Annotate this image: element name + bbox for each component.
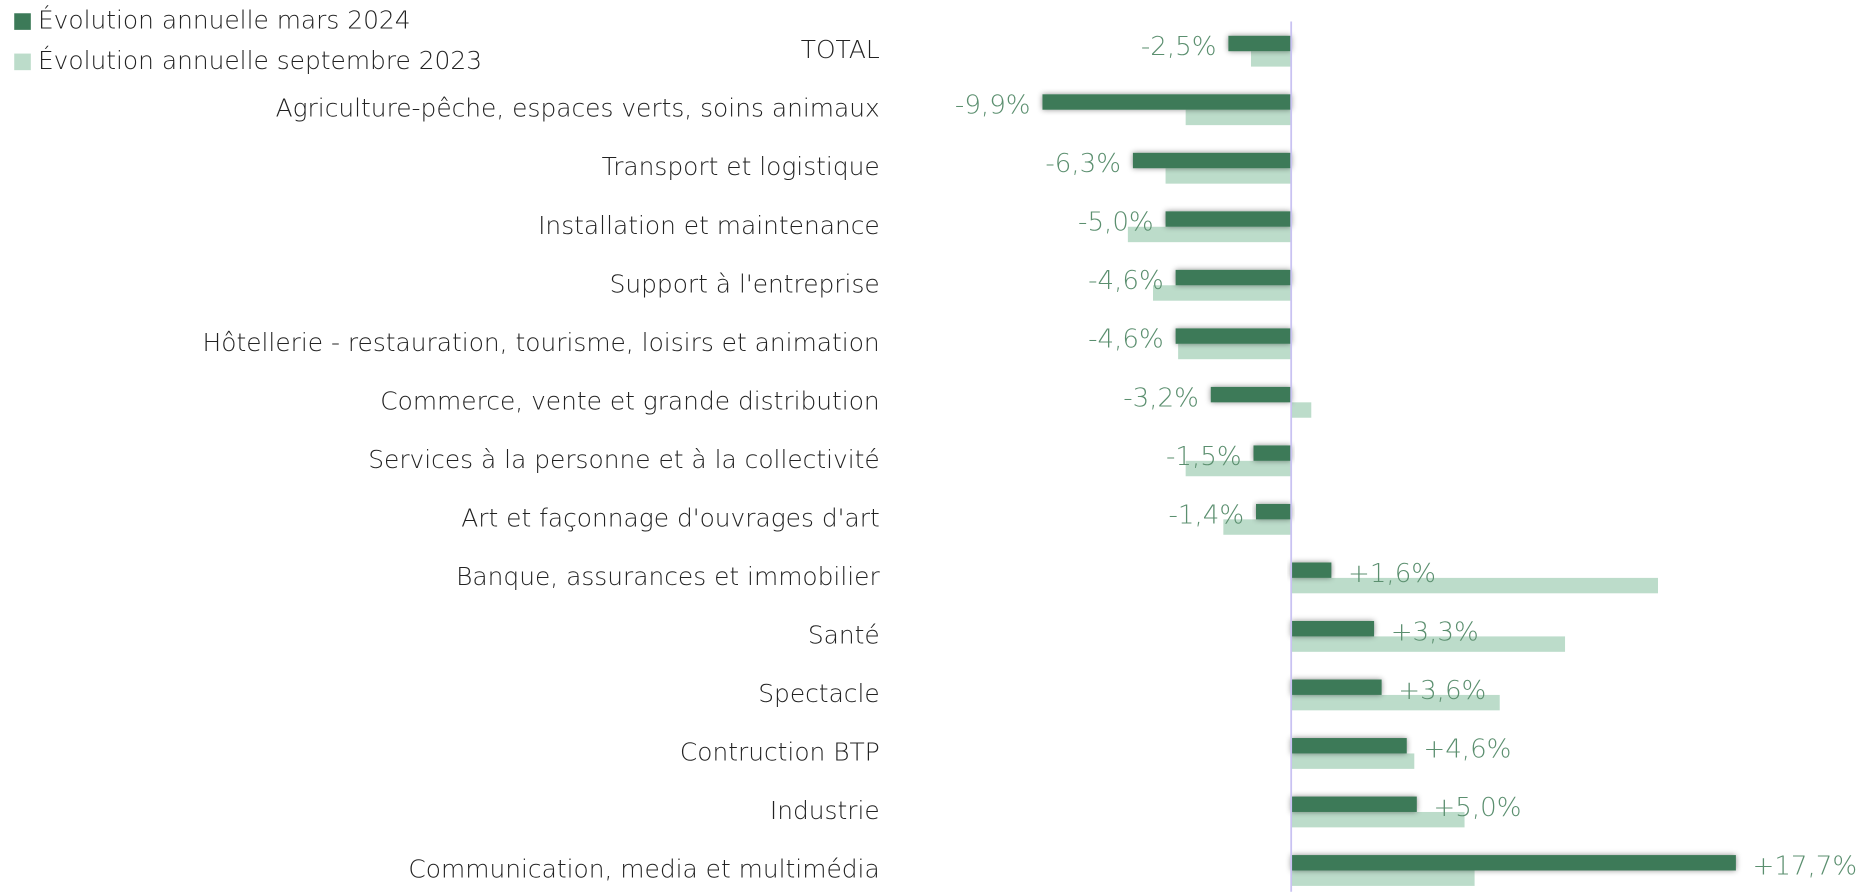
bar xyxy=(1175,328,1292,344)
category-label: Art et façonnage d'ouvrages d'art xyxy=(461,503,879,532)
category-label: Services à la personne et à la collectiv… xyxy=(368,445,879,474)
value-label: -6,3% xyxy=(1045,149,1121,179)
legend-swatch xyxy=(14,13,31,30)
bar xyxy=(1210,386,1292,403)
category-label: Transport et logistique xyxy=(602,152,880,181)
bar xyxy=(1165,211,1292,227)
bar xyxy=(1291,679,1382,695)
bar xyxy=(1223,519,1292,535)
value-label: +17,7% xyxy=(1752,851,1857,881)
legend-label: Évolution annuelle septembre 2023 xyxy=(38,46,482,75)
value-label: +4,6% xyxy=(1423,734,1511,764)
bar xyxy=(1253,445,1292,461)
bar xyxy=(1185,109,1292,126)
bar xyxy=(1291,636,1566,652)
bar xyxy=(1291,855,1736,871)
bar xyxy=(1291,402,1312,418)
bar xyxy=(1175,269,1292,286)
category-label: Agriculture-pêche, espaces verts, soins … xyxy=(276,94,880,123)
bar xyxy=(1228,35,1292,52)
category-label: Commerce, vente et grande distribution xyxy=(380,386,879,415)
value-label: -5,0% xyxy=(1078,208,1154,238)
legend-swatch xyxy=(14,53,31,71)
category-label: Santé xyxy=(808,620,880,649)
value-label: +3,6% xyxy=(1398,676,1486,706)
bar xyxy=(1256,503,1292,520)
category-label: Support à l'entreprise xyxy=(610,269,880,298)
bar xyxy=(1291,870,1475,886)
bar xyxy=(1291,796,1417,812)
bar xyxy=(1291,577,1659,594)
bar xyxy=(1178,343,1292,360)
value-label: -4,6% xyxy=(1088,266,1164,296)
bar xyxy=(1250,51,1292,67)
value-label: -1,5% xyxy=(1166,442,1242,472)
value-label: -9,9% xyxy=(955,91,1031,121)
value-label: -1,4% xyxy=(1168,500,1244,530)
bar xyxy=(1291,738,1407,754)
category-label: Hôtellerie - restauration, tourisme, loi… xyxy=(203,328,880,357)
bar xyxy=(1291,620,1375,637)
category-label: Spectacle xyxy=(758,679,879,708)
bar xyxy=(1291,562,1332,578)
value-label: -4,6% xyxy=(1088,325,1164,355)
category-label: Contruction BTP xyxy=(680,737,880,766)
bar xyxy=(1291,753,1415,769)
legend-label: Évolution annuelle mars 2024 xyxy=(38,6,411,35)
value-label: -3,2% xyxy=(1123,383,1199,413)
category-label: Industrie xyxy=(770,796,880,825)
bar xyxy=(1291,694,1500,711)
bar xyxy=(1127,226,1292,243)
bar xyxy=(1291,811,1465,828)
bar xyxy=(1042,94,1292,110)
category-label: Installation et maintenance xyxy=(538,211,880,240)
bar xyxy=(1165,168,1292,184)
value-label: +5,0% xyxy=(1433,793,1521,823)
category-label: Banque, assurances et immobilier xyxy=(456,562,880,591)
category-label: Communication, media et multimédia xyxy=(408,854,879,883)
value-label: +3,3% xyxy=(1391,617,1479,647)
category-label: TOTAL xyxy=(801,35,880,64)
value-label: +1,6% xyxy=(1348,559,1436,589)
bar xyxy=(1152,285,1292,301)
bar xyxy=(1132,152,1292,169)
value-label: -2,5% xyxy=(1141,32,1217,62)
bar xyxy=(1185,460,1292,477)
